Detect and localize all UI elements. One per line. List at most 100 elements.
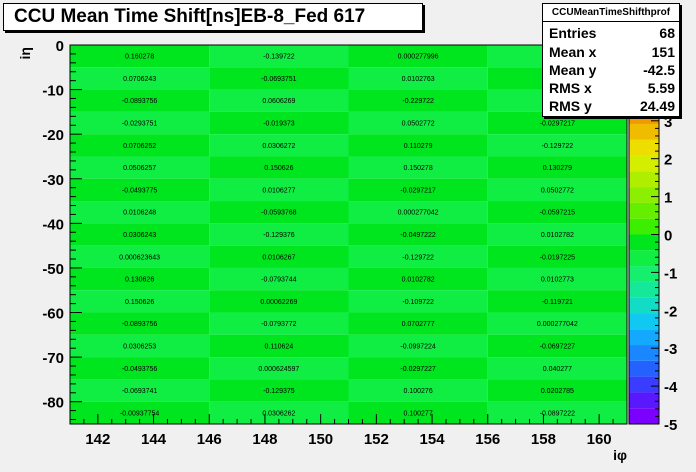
heatmap-cell [487,357,627,380]
heatmap-cell [348,156,488,179]
heatmap-cell [70,379,210,402]
palette-tick-label: 3 [664,114,672,131]
cell-value-label: -0.119721 [542,299,573,306]
palette-tick-label: -2 [664,303,677,320]
cell-value-label: -0.0293751 [122,121,158,128]
stat-row-mean-y: Mean y -42.5 [549,62,675,82]
stat-label: RMS y [549,98,592,114]
cell-value-label: -0.00937754 [120,410,159,417]
cell-value-label: 0.0306272 [262,143,295,150]
heatmap-cell [348,312,488,335]
title-box: CCU Mean Time Shift[ns]EB-8_Fed 617 [3,3,423,31]
heatmap-cell [209,401,349,424]
palette-swatch [629,266,659,282]
stat-row-entries: Entries 68 [549,25,675,45]
palette-swatch [629,360,659,377]
heatmap-cell [209,67,349,90]
heatmap-cell [487,223,627,246]
heatmap-cell [487,290,627,313]
cell-value-label: 0.0102782 [541,232,574,239]
palette-swatch [629,408,659,424]
palette-swatch [629,297,659,314]
stat-value: 24.49 [639,98,675,114]
cell-value-label: 0.000277042 [398,210,439,217]
stat-value: 151 [651,44,675,60]
cell-value-label: 0.100277 [404,410,433,417]
heatmap-cell [70,156,210,179]
heatmap-cell [209,223,349,246]
heatmap-cell [209,111,349,135]
heatmap-cell [70,357,210,380]
heatmap-cell [209,201,349,224]
heatmap-cell [348,290,488,313]
heatmap-cell [348,45,488,68]
cell-value-label: 0.00062269 [260,299,297,306]
cell-value-label: -0.0893756 [122,321,158,328]
palette-swatch [629,187,659,203]
heatmap-cell [70,201,210,224]
x-tick-label: 148 [252,431,277,448]
cell-value-label: -0.0297227 [400,366,436,373]
cell-value-label: 0.0106267 [262,254,295,261]
heatmap-cell [348,178,488,202]
cell-value-label: 0.150626 [125,299,154,306]
heatmap-cell [70,134,210,157]
cell-value-label: -0.0697227 [540,343,576,350]
heatmap-cell [487,334,627,358]
heatmap-cell [348,334,488,358]
palette-tick-label: -1 [664,265,677,282]
cell-value-label: 0.0606269 [262,98,295,105]
heatmap-cell [487,156,627,179]
palette-tick-label: -5 [664,417,677,434]
heatmap-cell [348,67,488,90]
heatmap-cell [209,267,349,291]
palette-swatch [629,329,659,346]
heatmap-cell [348,134,488,157]
stat-label: Mean x [549,44,597,60]
cell-value-label: 0.0502772 [402,121,435,128]
cell-value-label: 0.100276 [404,388,433,395]
chart-title: CCU Mean Time Shift[ns]EB-8_Fed 617 [14,6,366,27]
cell-value-label: -0.129375 [263,388,295,395]
cell-value-label: 0.0306262 [262,410,295,417]
cell-value-label: 0.000277996 [398,54,439,61]
cell-value-label: -0.019373 [263,121,295,128]
heatmap-cell [209,245,349,268]
heatmap-cell [209,334,349,358]
y-axis: 0 -10 -20 -30 -40 -50 -60 -70 -80 [42,38,82,421]
heatmap-cell [70,245,210,268]
heatmap-cell [487,267,627,291]
palette-swatch [629,234,659,251]
y-tick-label: -50 [42,261,64,278]
cell-value-label: 0.130626 [125,277,154,284]
x-tick-label: 160 [587,431,612,448]
palette-tick-label: 1 [664,190,672,207]
cell-value-label: 0.0506257 [123,165,156,172]
heatmap-cell [70,312,210,335]
cell-value-label: 0.0706243 [123,76,156,83]
cell-value-label: 0.0106277 [262,187,295,194]
cell-value-label: -0.129722 [402,254,434,261]
heatmap-cell [487,201,627,224]
cell-value-label: -0.129722 [542,143,574,150]
y-axis-label: iη [17,47,33,59]
heatmap-cell [209,156,349,179]
cell-value-label: -0.0493775 [122,187,158,194]
stats-box: CCUMeanTimeShifthprof Entries 68 Mean x … [542,3,680,117]
cell-value-label: -0.0793744 [261,277,297,284]
heatmap-cell [70,267,210,291]
heatmap-cell [209,290,349,313]
heatmap-cell [348,267,488,291]
y-tick-label: -60 [42,306,64,323]
heatmap-cell [70,67,210,90]
y-tick-label: -10 [42,83,64,100]
heatmap-cell [348,201,488,224]
heatmap-cell [209,357,349,380]
palette-swatch [629,139,659,156]
stat-row-rms-x: RMS x 5.59 [549,80,675,100]
x-tick-label: 142 [85,431,110,448]
stat-row-mean-x: Mean x 151 [549,44,675,64]
palette-swatch [629,250,659,267]
cell-value-label: 0.0502772 [541,187,574,194]
x-tick-label: 150 [308,431,333,448]
